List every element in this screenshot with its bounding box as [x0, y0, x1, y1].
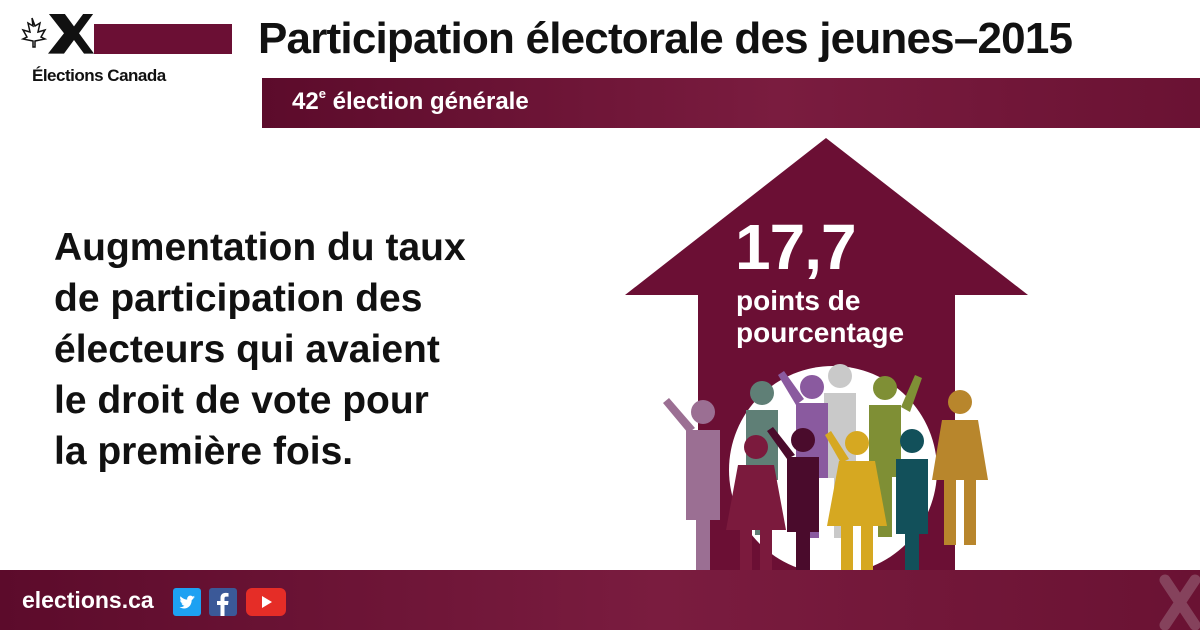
- youtube-icon[interactable]: [246, 588, 286, 616]
- main-line: Augmentation du taux: [54, 226, 466, 269]
- facebook-icon[interactable]: [209, 588, 237, 616]
- main-line: électeurs qui avaient: [54, 328, 440, 371]
- stat-label-line: points de: [736, 285, 861, 316]
- stat-label: points de pourcentage: [736, 285, 976, 349]
- twitter-icon[interactable]: [173, 588, 201, 616]
- logo-text: Élections Canada: [32, 66, 166, 85]
- subtitle-superscript: e: [318, 86, 326, 101]
- footer: elections.ca: [0, 570, 1200, 630]
- up-arrow-icon: [625, 138, 1028, 570]
- stat-value: 17,7: [735, 211, 857, 283]
- subtitle-band: 42e élection générale: [262, 78, 1200, 128]
- subtitle-number: 42: [292, 88, 319, 115]
- subtitle-text: élection générale: [325, 88, 529, 115]
- main-statement: Augmentation du taux de participation de…: [54, 222, 574, 477]
- stat-label-line: pourcentage: [736, 317, 905, 348]
- elections-canada-logo: Élections Canada: [18, 14, 238, 85]
- main-line: le droit de vote pour: [54, 379, 429, 422]
- main-line: de participation des: [54, 277, 423, 320]
- subtitle: 42e élection générale: [292, 86, 529, 116]
- watermark-x-icon: [1159, 574, 1200, 630]
- footer-website-link[interactable]: elections.ca: [22, 587, 154, 613]
- logo-mark-icon: [20, 14, 232, 54]
- people-group-icon: [663, 364, 988, 570]
- page-title: Participation électorale des jeunes–2015: [258, 14, 1073, 63]
- main-line: la première fois.: [54, 430, 354, 473]
